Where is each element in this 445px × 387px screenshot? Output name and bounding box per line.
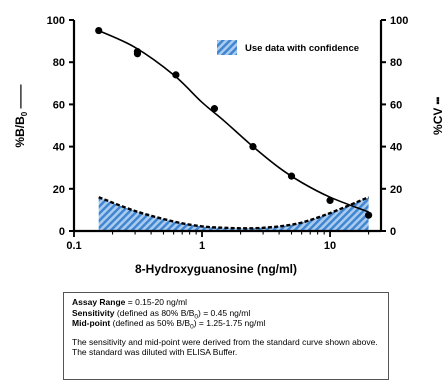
curve-layer	[98, 29, 370, 230]
bb0-data-point	[210, 105, 219, 113]
x-tick-label: 0.1	[66, 240, 81, 252]
bb0-data-point	[172, 71, 180, 79]
cv-area-layer	[98, 197, 369, 231]
cv-series-line	[98, 196, 370, 230]
bb0-data-point	[249, 143, 257, 151]
y-tick-label-left: 40	[53, 142, 65, 154]
assay-range-value: = 0.15-20 ng/ml	[127, 297, 188, 307]
x-tick-label: 10	[324, 240, 336, 252]
y-axis-title-right: %CV ┅	[431, 96, 445, 135]
x-tick-label: 1	[199, 240, 205, 252]
y-tick-label-left: 80	[53, 57, 65, 69]
bb0-data-point	[364, 211, 373, 219]
bb0-fitted-curve	[98, 29, 369, 213]
bb0-data-point	[133, 48, 142, 56]
sensitivity-line: Sensitivity (defined as 80% B/B0) = 0.45…	[72, 307, 251, 321]
y-tick-label-left: 100	[47, 15, 65, 27]
y-axis-title-left: %B/B0 ——	[13, 84, 29, 147]
assay-range-line: Assay Range = 0.15-20 ng/ml	[72, 297, 380, 308]
assay-range-label: Assay Range	[72, 297, 126, 307]
y-tick-label-left: 0	[59, 226, 65, 238]
assay-note: The sensitivity and mid-point were deriv…	[72, 336, 378, 358]
y-tick-label-left: 20	[53, 184, 65, 196]
assay-info-box: Assay Range = 0.15-20 ng/ml Sensitivity …	[63, 292, 389, 380]
y-tick-label-right: 20	[390, 184, 402, 196]
y-tick-label-right: 60	[390, 99, 402, 111]
midpoint-line: Mid-point (defined as 50% B/B0) = 1.25-1…	[72, 318, 266, 331]
sensitivity-label: Sensitivity	[72, 307, 115, 318]
midpoint-label: Mid-point	[72, 318, 111, 328]
y-tick-label-right: 100	[390, 15, 408, 27]
y-tick-label-right: 80	[390, 57, 402, 69]
bb0-data-point	[95, 26, 103, 35]
legend-label: Use data with confidence	[245, 43, 359, 54]
bb0-data-point	[326, 196, 334, 205]
y-tick-label-right: 40	[390, 142, 402, 154]
legend-swatch	[217, 40, 237, 55]
bb0-data-point	[287, 172, 296, 180]
points-layer	[95, 26, 373, 219]
x-axis-title: 8-Hydroxyguanosine (ng/ml)	[135, 262, 297, 276]
tick-labels: 0 0 20 20 40 40 60 60 80 80 100 100 0.1 1 10	[47, 15, 409, 252]
cv-confidence-area	[98, 197, 369, 231]
y-tick-label-right: 0	[390, 226, 396, 238]
legend: Use data with confidence	[217, 40, 359, 55]
y-tick-label-left: 60	[53, 99, 65, 111]
